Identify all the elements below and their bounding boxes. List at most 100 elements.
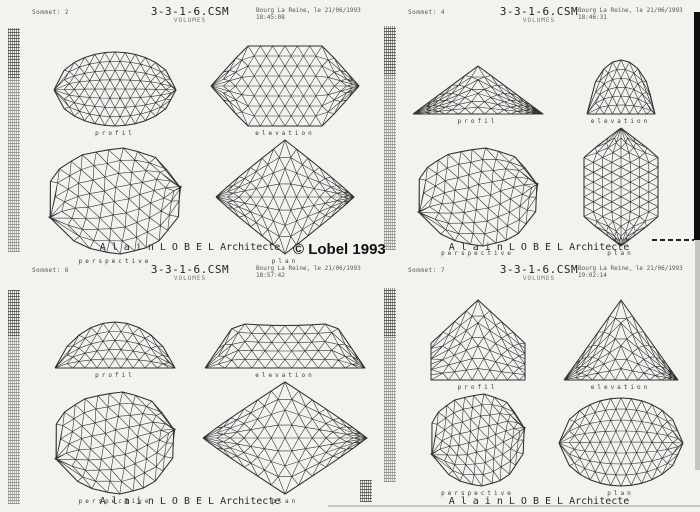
view-caption: perspective xyxy=(441,250,514,257)
view-caption: elevation xyxy=(590,384,651,391)
sheet-subtitle: VOLUMES xyxy=(173,275,207,282)
sheet-subtitle: VOLUMES xyxy=(173,17,207,24)
view-grid: profil elevation perspective plan xyxy=(30,284,370,505)
date-line: Bourg La Reine, le 21/06/1993 xyxy=(256,265,361,272)
view-caption: perspective xyxy=(441,490,514,497)
scan-data-column xyxy=(8,78,20,252)
sheet-subtitle: VOLUMES xyxy=(522,275,556,282)
view-plan: plan xyxy=(549,126,692,258)
sheet-date: Bourg La Reine, le 21/06/1993 18:57:42 xyxy=(256,265,368,279)
view-caption: plan xyxy=(271,498,299,505)
scan-data-column xyxy=(384,26,396,74)
sheet-title: 3-3-1-6.CSM xyxy=(150,5,230,18)
architect-signature: A l a i n L O B E L Architecte xyxy=(99,242,281,253)
view-elevation: elevation xyxy=(200,26,370,138)
view-caption: elevation xyxy=(590,118,651,125)
time-line: 18:46:31 xyxy=(578,14,607,21)
time-line: 19:02:14 xyxy=(578,272,607,279)
view-caption: profil xyxy=(457,384,498,391)
sheet-header: Sommet: 7 3-3-1-6.CSM VOLUMES Bourg La R… xyxy=(382,260,696,286)
plan-wireframe xyxy=(215,139,355,255)
view-elevation: elevation xyxy=(200,284,370,380)
drawing-sheet-bottom-right: Sommet: 7 3-3-1-6.CSM VOLUMES Bourg La R… xyxy=(382,260,696,508)
date-line: Bourg La Reine, le 21/06/1993 xyxy=(578,7,683,14)
view-profil: profil xyxy=(406,284,549,392)
copyright-watermark: © Lobel 1993 xyxy=(293,241,386,258)
view-caption: plan xyxy=(271,258,299,265)
profil-wireframe xyxy=(412,65,544,115)
scan-data-column xyxy=(384,288,396,336)
view-caption: plan xyxy=(607,250,634,257)
vertex-label: Sommet: 2 xyxy=(32,9,70,16)
view-grid: profil elevation perspective plan xyxy=(406,26,692,257)
scan-data-column xyxy=(384,74,396,250)
sheet-subtitle: VOLUMES xyxy=(522,17,556,24)
profil-wireframe xyxy=(429,299,526,381)
scan-edge-artifact xyxy=(694,12,700,240)
scan-data-column xyxy=(8,290,20,336)
view-plan: plan xyxy=(200,380,370,506)
plan-wireframe xyxy=(202,381,368,495)
view-elevation: elevation xyxy=(549,284,692,392)
sheet-title: 3-3-1-6.CSM xyxy=(499,263,579,276)
elevation-wireframe xyxy=(210,45,360,127)
view-perspective: perspective xyxy=(30,380,200,506)
vertex-label: Sommet: 7 xyxy=(408,267,446,274)
scan-speckle-block xyxy=(360,480,372,502)
drawing-sheet-bottom-left: Sommet: 6 3-3-1-6.CSM VOLUMES Bourg La R… xyxy=(6,260,374,508)
scan-edge-artifact xyxy=(695,240,700,470)
elevation-wireframe xyxy=(563,299,679,381)
view-caption: profil xyxy=(457,118,498,125)
architect-signature: A l a i n L O B E L Architecte xyxy=(448,242,630,253)
perspective-wireframe xyxy=(48,147,182,255)
time-line: 18:45:08 xyxy=(256,14,285,21)
architect-signature: A l a i n L O B E L Architecte xyxy=(99,496,281,507)
view-elevation: elevation xyxy=(549,26,692,126)
architect-signature: A l a i n L O B E L Architecte xyxy=(448,496,630,507)
perspective-wireframe xyxy=(416,147,539,247)
view-profil: profil xyxy=(30,26,200,138)
view-perspective: perspective xyxy=(30,138,200,266)
view-plan: plan xyxy=(549,392,692,498)
view-perspective: perspective xyxy=(406,126,549,258)
date-line: Bourg La Reine, le 21/06/1993 xyxy=(256,7,361,14)
plan-wireframe xyxy=(582,127,659,247)
date-line: Bourg La Reine, le 21/06/1993 xyxy=(578,265,683,272)
elevation-wireframe xyxy=(585,59,656,115)
profil-wireframe xyxy=(53,51,177,127)
elevation-wireframe xyxy=(204,323,366,369)
sheet-header: Sommet: 4 3-3-1-6.CSM VOLUMES Bourg La R… xyxy=(382,2,696,28)
sheet-header: Sommet: 2 3-3-1-6.CSM VOLUMES Bourg La R… xyxy=(6,2,374,28)
time-line: 18:57:42 xyxy=(256,272,285,279)
view-profil: profil xyxy=(30,284,200,380)
vertex-label: Sommet: 6 xyxy=(32,267,70,274)
view-caption: profil xyxy=(95,130,135,137)
vertex-label: Sommet: 4 xyxy=(408,9,446,16)
sheet-title: 3-3-1-6.CSM xyxy=(499,5,579,18)
view-perspective: perspective xyxy=(406,392,549,498)
sheet-header: Sommet: 6 3-3-1-6.CSM VOLUMES Bourg La R… xyxy=(6,260,374,286)
sheet-title: 3-3-1-6.CSM xyxy=(150,263,230,276)
sheet-date: Bourg La Reine, le 21/06/1993 19:02:14 xyxy=(578,265,690,279)
sheet-date: Bourg La Reine, le 21/06/1993 18:45:08 xyxy=(256,7,368,21)
scan-data-column xyxy=(8,28,20,78)
scan-data-column xyxy=(384,336,396,482)
view-grid: profil elevation perspective plan xyxy=(406,284,692,497)
scan-bottom-edge xyxy=(328,505,700,507)
view-plan: plan xyxy=(200,138,370,266)
view-caption: perspective xyxy=(78,258,152,265)
view-caption: elevation xyxy=(255,130,315,137)
profil-wireframe xyxy=(54,321,176,369)
scan-tear-line xyxy=(652,239,694,241)
view-caption: profil xyxy=(95,372,135,379)
drawing-sheet-top-right: Sommet: 4 3-3-1-6.CSM VOLUMES Bourg La R… xyxy=(382,2,696,257)
view-caption: plan xyxy=(607,490,634,497)
view-grid: profil elevation perspective plan xyxy=(30,26,370,265)
view-caption: perspective xyxy=(78,498,152,505)
perspective-wireframe xyxy=(54,391,176,495)
plan-wireframe xyxy=(558,397,684,487)
view-caption: elevation xyxy=(255,372,315,379)
drawing-sheet-top-left: Sommet: 2 3-3-1-6.CSM VOLUMES Bourg La R… xyxy=(6,2,374,265)
perspective-wireframe xyxy=(429,393,526,487)
view-profil: profil xyxy=(406,26,549,126)
